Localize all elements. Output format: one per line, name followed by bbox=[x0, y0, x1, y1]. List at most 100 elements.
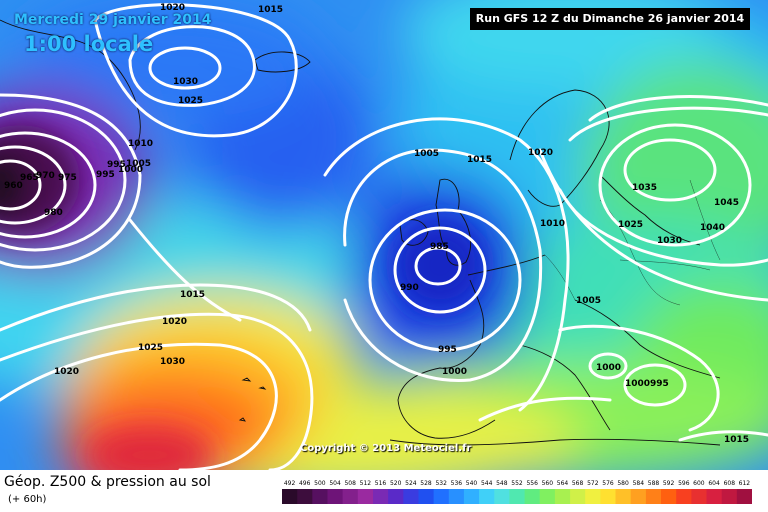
isobar-label: 1025 bbox=[138, 343, 163, 353]
legend-color-swatch bbox=[600, 489, 616, 504]
isobar-label: 1015 bbox=[180, 290, 205, 300]
pressure-map: 1020 1015 1030 1025 1010 1005 995 1000 9… bbox=[0, 0, 768, 470]
isobar-label: 1020 bbox=[160, 3, 185, 13]
isobar-label: 1010 bbox=[128, 139, 153, 149]
legend-tick-label: 496 bbox=[299, 480, 311, 487]
isobar-label: 970 bbox=[36, 171, 55, 181]
legend-color-swatch bbox=[539, 489, 556, 504]
isobar-label: 995 bbox=[650, 379, 669, 389]
isobar-label: 1005 bbox=[414, 149, 439, 159]
legend-color-swatch bbox=[479, 489, 495, 504]
legend-tick-label: 580 bbox=[617, 480, 629, 487]
isobar-label: 1045 bbox=[714, 198, 739, 208]
isobar-label: 1030 bbox=[657, 236, 682, 246]
legend-color-swatch bbox=[615, 489, 632, 504]
legend-tick-label: 544 bbox=[481, 480, 493, 487]
isobar-label: 1000 bbox=[596, 363, 621, 373]
legend-color-swatch bbox=[282, 489, 298, 504]
legend-color-swatch bbox=[706, 489, 723, 504]
legend-color-swatch bbox=[630, 489, 647, 504]
legend-color-swatch bbox=[327, 489, 344, 504]
isobar-label: 1000 bbox=[442, 367, 467, 377]
legend-tick-label: 536 bbox=[451, 480, 463, 487]
legend-tick-label: 540 bbox=[466, 480, 478, 487]
legend-tick-label: 524 bbox=[405, 480, 417, 487]
legend-color-swatch bbox=[524, 489, 541, 504]
isobar-label: 1035 bbox=[632, 183, 657, 193]
legend-tick-label: 596 bbox=[678, 480, 690, 487]
legend-color-swatch bbox=[645, 489, 662, 504]
legend-color-swatch bbox=[494, 489, 510, 504]
map-title: Géop. Z500 & pression au sol bbox=[4, 474, 211, 490]
footer-bar: Géop. Z500 & pression au sol (+ 60h) 492… bbox=[0, 470, 768, 512]
legend-tick-label: 508 bbox=[344, 480, 356, 487]
isobar-label: 1005 bbox=[126, 159, 151, 169]
isobar-label: 1015 bbox=[467, 155, 492, 165]
legend-tick-label: 568 bbox=[572, 480, 584, 487]
isobar-labels: 1020 1015 1030 1025 1010 1005 995 1000 9… bbox=[4, 3, 749, 445]
legend-color-swatch bbox=[676, 489, 692, 504]
legend-tick-label: 548 bbox=[496, 480, 508, 487]
legend-tick-label: 560 bbox=[542, 480, 554, 487]
legend-color-swatch bbox=[297, 489, 313, 504]
isobar-label: 1030 bbox=[160, 357, 185, 367]
legend-color-swatch bbox=[448, 489, 465, 504]
country-borders bbox=[544, 179, 721, 306]
isobar-label: 1030 bbox=[173, 77, 198, 87]
isobar-label: 1020 bbox=[528, 148, 553, 158]
isobar-label: 1015 bbox=[724, 435, 749, 445]
legend-tick-label: 520 bbox=[390, 480, 402, 487]
legend-tick-label: 528 bbox=[420, 480, 432, 487]
legend-tick-label: 532 bbox=[435, 480, 447, 487]
forecast-hour: 1:00 locale bbox=[24, 32, 154, 56]
legend-tick-label: 584 bbox=[633, 480, 645, 487]
isobar-label: 990 bbox=[400, 283, 419, 293]
legend-color-swatch bbox=[342, 489, 359, 504]
isobar-lines bbox=[0, 3, 768, 470]
coastlines bbox=[0, 19, 721, 446]
legend-color-swatch bbox=[433, 489, 450, 504]
isobar-label: 1000 bbox=[118, 165, 143, 175]
legend-tick-label: 572 bbox=[587, 480, 599, 487]
isobar-label: 1040 bbox=[700, 223, 725, 233]
model-run-label: Run GFS 12 Z du Dimanche 26 janvier 2014 bbox=[470, 8, 750, 30]
legend-tick-label: 612 bbox=[739, 480, 751, 487]
legend-tick-label: 588 bbox=[648, 480, 660, 487]
forecast-range: (+ 60h) bbox=[8, 494, 47, 505]
isobar-label: 980 bbox=[44, 208, 63, 218]
isobar-label: 985 bbox=[430, 242, 449, 252]
legend-tick-label: 516 bbox=[375, 480, 387, 487]
legend-color-swatch bbox=[585, 489, 601, 504]
legend-tick-label: 604 bbox=[708, 480, 720, 487]
isobar-label: 1000 bbox=[625, 379, 650, 389]
legend-tick-label: 564 bbox=[557, 480, 569, 487]
legend-color-swatch bbox=[463, 489, 480, 504]
legend-tick-label: 504 bbox=[329, 480, 341, 487]
isobar-label: 965 bbox=[20, 173, 39, 183]
legend-color-swatch bbox=[403, 489, 419, 504]
legend-color-swatch bbox=[357, 489, 374, 504]
legend-color-swatch bbox=[661, 489, 677, 504]
isobar-label: 960 bbox=[4, 181, 23, 191]
isobar-label: 1025 bbox=[618, 220, 643, 230]
isobar-label: 995 bbox=[107, 160, 126, 170]
legend-tick-label: 512 bbox=[360, 480, 372, 487]
isobar-label: 1025 bbox=[178, 96, 203, 106]
legend-color-swatch bbox=[691, 489, 707, 504]
isobar-label: 1015 bbox=[258, 5, 283, 15]
isobar-label: 975 bbox=[58, 173, 77, 183]
isobar-label: 1020 bbox=[162, 317, 187, 327]
isobar-label: 995 bbox=[438, 345, 457, 355]
legend-tick-label: 600 bbox=[693, 480, 705, 487]
legend-color-swatch bbox=[554, 489, 571, 504]
isobar-label: 995 bbox=[96, 170, 115, 180]
legend-tick-label: 592 bbox=[663, 480, 675, 487]
color-scale-legend: 492 496 500 504 508 512 516 520 524 528 532 536 540 5… bbox=[282, 480, 752, 504]
copyright-notice: Copyright © 2013 Meteociel.fr bbox=[300, 443, 472, 454]
forecast-date: Mercredi 29 janvier 2014 bbox=[14, 12, 212, 28]
legend-color-swatch bbox=[509, 489, 525, 504]
legend-tick-label: 556 bbox=[526, 480, 538, 487]
isobar-label: 1005 bbox=[576, 296, 601, 306]
legend-color-swatch bbox=[418, 489, 435, 504]
